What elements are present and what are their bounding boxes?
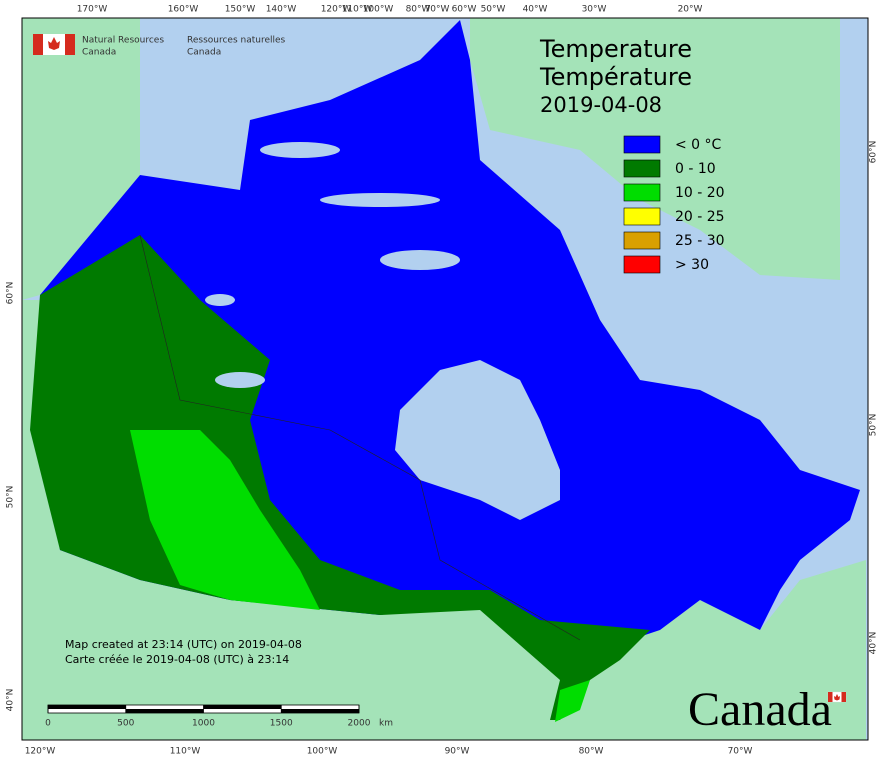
legend-swatch	[623, 159, 661, 178]
longitude-label: 30°W	[582, 5, 607, 15]
scale-label: 2000	[348, 719, 371, 729]
wordmark-flag	[827, 691, 847, 703]
scale-bar-segment	[203, 705, 282, 709]
longitude-label: 110°W	[170, 747, 201, 757]
title-date: 2019-04-08	[540, 93, 662, 117]
flag-bar	[828, 692, 833, 702]
legend-label: < 0 °C	[675, 137, 722, 153]
flag-bar	[65, 34, 75, 55]
scale-label: 1500	[270, 719, 293, 729]
longitude-label: 120°W	[25, 747, 56, 757]
legend-label: > 30	[675, 257, 709, 273]
longitude-label: 60°W	[452, 5, 477, 15]
legend-label: 0 - 10	[675, 161, 716, 177]
scale-unit: km	[379, 719, 393, 729]
scale-bar-segment	[281, 709, 359, 713]
legend-swatch	[623, 255, 661, 274]
longitude-label: 90°W	[445, 747, 470, 757]
longitude-label: 70°W	[425, 5, 450, 15]
legend-label: 25 - 30	[675, 233, 725, 249]
latitude-label: 50°N	[6, 486, 16, 509]
legend-swatch	[623, 135, 661, 154]
hudson-bay	[395, 360, 560, 520]
footer: Carte créée le 2019-04-08 (UTC) à 23:14	[65, 653, 289, 666]
alaska	[22, 18, 140, 300]
longitude-label: 80°W	[406, 5, 431, 15]
flag-bar	[33, 34, 43, 55]
latitude-label: 40°N	[869, 632, 879, 655]
lake	[215, 372, 265, 388]
nrcan-flag	[33, 34, 75, 55]
longitude-label: 50°W	[481, 5, 506, 15]
longitude-label: 110°W	[342, 5, 373, 15]
region-mild	[555, 680, 590, 722]
longitude-label: 140°W	[266, 5, 297, 15]
longitude-label: 170°W	[77, 5, 108, 15]
footer: Map created at 23:14 (UTC) on 2019-04-08	[65, 638, 302, 651]
region-cool	[30, 235, 650, 720]
longitude-label: 160°W	[168, 5, 199, 15]
longitude-label: 40°W	[523, 5, 548, 15]
longitude-label: 100°W	[307, 747, 338, 757]
region-mild	[130, 430, 320, 610]
title: Température	[539, 63, 692, 91]
flag-leaf	[834, 694, 840, 701]
legend-swatch	[623, 207, 661, 226]
lake	[205, 294, 235, 306]
longitude-label: 80°W	[579, 747, 604, 757]
longitude-label: 120°W	[321, 5, 352, 15]
agency-en: Natural Resources	[82, 36, 164, 46]
flag-leaf	[48, 37, 60, 50]
longitude-label: 70°W	[728, 747, 753, 757]
legend-swatch	[623, 183, 661, 202]
scale-bar-segment	[125, 709, 204, 713]
scale-label: 1000	[192, 719, 215, 729]
title: Temperature	[539, 35, 692, 63]
latitude-label: 60°N	[6, 282, 16, 305]
agency-fr: Canada	[187, 48, 221, 58]
province-borders	[139, 234, 581, 641]
usa	[22, 300, 866, 740]
map-frame	[21, 17, 869, 741]
scale-bar-segment	[48, 705, 126, 709]
agency-fr: Ressources naturelles	[187, 36, 286, 46]
flag-bar	[841, 692, 846, 702]
wordmark: Canada	[688, 683, 832, 736]
scale-label: 500	[117, 719, 134, 729]
channel	[260, 142, 340, 158]
legend-swatch	[623, 231, 661, 250]
latitude-label: 40°N	[6, 689, 16, 712]
longitude-label: 100°W	[363, 5, 394, 15]
legend-label: 20 - 25	[675, 209, 725, 225]
longitude-label: 20°W	[678, 5, 703, 15]
agency-en: Canada	[82, 48, 116, 58]
channel	[380, 250, 460, 270]
channel	[320, 193, 440, 207]
scale-label: 0	[45, 719, 51, 729]
legend-label: 10 - 20	[675, 185, 725, 201]
longitude-label: 150°W	[225, 5, 256, 15]
latitude-label: 60°N	[869, 141, 879, 164]
latitude-label: 50°N	[869, 414, 879, 437]
